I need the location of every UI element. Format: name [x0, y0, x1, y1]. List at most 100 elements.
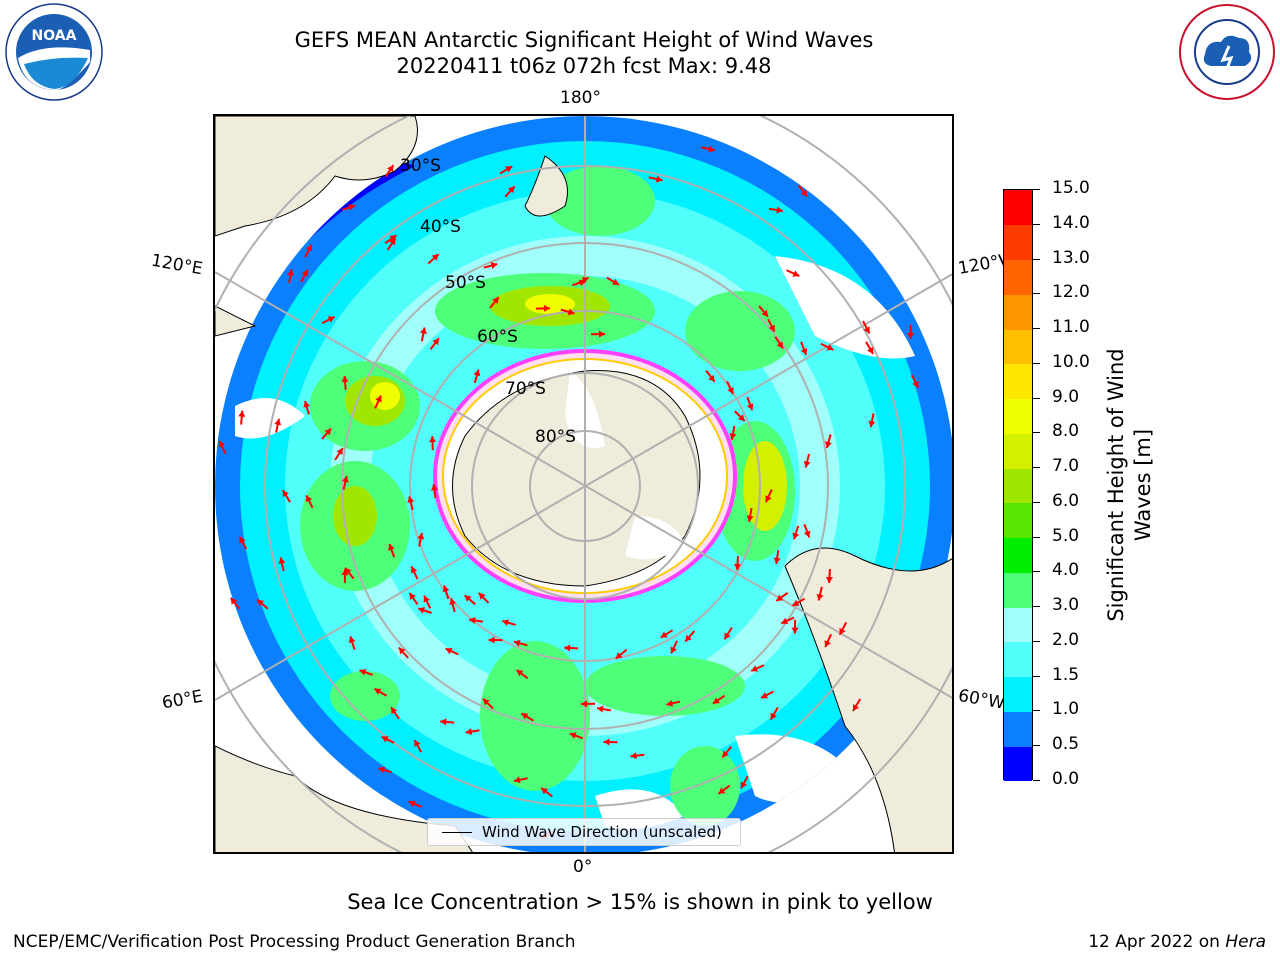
wind-wave-arrowhead: [521, 713, 529, 720]
wind-wave-arrowhead: [578, 279, 586, 287]
wave-height-map: 30°S 40°S 50°S 60°S 70°S 80°S: [215, 116, 952, 852]
wind-wave-arrowhead: [825, 441, 832, 449]
wind-wave-arrowhead: [567, 308, 575, 316]
wind-wave-arrowhead: [792, 532, 800, 540]
wind-wave-arrowhead: [381, 736, 389, 743]
wind-wave-arrowhead: [430, 484, 438, 491]
colorbar-segment: [1004, 572, 1032, 608]
wind-wave-arrowhead: [670, 646, 677, 654]
colorbar-tick-label: 1.0: [1052, 699, 1080, 720]
lon-label-60w: 60°W: [956, 685, 1007, 714]
wind-wave-arrowhead: [776, 594, 784, 601]
wind-wave-arrowhead: [473, 369, 481, 377]
wind-wave-arrowhead: [442, 585, 450, 593]
south-america-land: [784, 547, 952, 852]
wind-wave-arrowhead: [734, 563, 742, 571]
colorbar-tick: [1033, 745, 1040, 747]
wind-wave-arrowhead: [666, 699, 674, 707]
colorbar-tick: [1033, 362, 1040, 364]
wind-wave-arrowhead: [341, 375, 349, 383]
wind-wave-arrowhead: [348, 636, 356, 644]
colorbar: [1003, 189, 1033, 782]
wind-wave-arrowhead: [440, 718, 447, 726]
wind-wave-arrowhead: [564, 644, 571, 652]
new-zealand-land: [524, 155, 568, 217]
wind-wave-arrowhead: [803, 530, 811, 538]
wind-wave-arrowhead: [867, 346, 874, 354]
wind-wave-arrowhead: [630, 752, 637, 760]
lon-label-180: 180°: [560, 88, 601, 108]
footer-date: 12 Apr 2022 on Hera: [1088, 932, 1266, 952]
wind-wave-arrowhead: [781, 617, 789, 625]
colorbar-tick: [1033, 571, 1040, 573]
colorbar-tick-label: 4.0: [1052, 560, 1080, 581]
colorbar-title: Significant Height of Wind Waves [m]: [1103, 325, 1157, 645]
wind-wave-arrowhead: [708, 374, 715, 382]
wind-wave-arrowhead: [513, 776, 521, 784]
wind-wave-arrowhead: [513, 639, 521, 647]
colorbar-tick-label: 12.0: [1052, 282, 1090, 303]
asia-land: [215, 305, 257, 337]
wind-wave-arrowhead: [239, 536, 246, 544]
wind-wave-arrowhead: [863, 326, 870, 334]
wind-wave-arrowhead: [431, 254, 439, 261]
wind-wave-arrowhead: [218, 440, 225, 448]
colorbar-tick: [1033, 501, 1040, 503]
colorbar-tick: [1033, 640, 1040, 642]
wind-wave-arrowhead: [492, 297, 499, 304]
colorbar-tick-label: 14.0: [1052, 212, 1090, 233]
colorbar-segment: [1004, 190, 1032, 226]
wind-wave-arrowhead: [398, 647, 406, 655]
wind-wave-arrowhead: [581, 700, 588, 708]
wind-wave-arrowhead: [417, 532, 425, 540]
wind-wave-arrowhead: [852, 704, 860, 712]
colorbar-tick-label: 8.0: [1052, 421, 1080, 442]
wind-wave-arrowhead: [414, 739, 421, 747]
wind-wave-arrowhead: [287, 269, 294, 276]
wind-wave-arrowhead: [569, 732, 577, 739]
lon-label-120e: 120°E: [149, 250, 205, 280]
colorbar-tick: [1033, 710, 1040, 712]
colorbar-tick: [1033, 432, 1040, 434]
sea-ice-note: Sea Ice Concentration > 15% is shown in …: [347, 890, 933, 914]
wind-wave-arrowhead: [824, 640, 831, 648]
wind-wave-arrowhead: [543, 304, 550, 312]
wind-wave-arrowhead: [597, 705, 604, 713]
wind-wave-arrowhead: [432, 338, 439, 346]
colorbar-tick-label: 10.0: [1052, 351, 1090, 372]
wind-wave-arrowhead: [826, 344, 834, 351]
colorbar-segment: [1004, 329, 1032, 365]
wind-wave-arrowhead: [407, 496, 415, 503]
colorbar-segment: [1004, 433, 1032, 469]
nws-logo: NATIONAL WEATHER SERVICE: [1177, 2, 1277, 102]
wind-wave-arrowhead: [611, 278, 619, 285]
wind-wave-arrowhead: [303, 401, 311, 408]
wind-wave-arrowhead: [391, 707, 398, 715]
colorbar-tick-label: 13.0: [1052, 247, 1090, 268]
colorbar-tick-label: 0.5: [1052, 734, 1080, 755]
colorbar-tick-label: 2.0: [1052, 629, 1080, 650]
wind-wave-arrowhead: [761, 692, 769, 699]
wind-wave-arrowhead: [359, 668, 367, 676]
colorbar-tick: [1033, 223, 1040, 225]
wind-wave-arrowhead: [746, 403, 754, 411]
colorbar-segment: [1004, 398, 1032, 434]
wind-wave-arrowhead: [478, 592, 486, 600]
colorbar-segment: [1004, 363, 1032, 400]
wind-wave-arrowhead: [839, 627, 846, 635]
colorbar-tick-label: 5.0: [1052, 525, 1080, 546]
wind-wave-arrowhead: [336, 448, 343, 456]
map-panel: 30°S 40°S 50°S 60°S 70°S 80°S: [213, 114, 954, 854]
lat-label-70s: 70°S: [505, 379, 546, 399]
colorbar-tick: [1033, 780, 1040, 781]
wind-wave-arrowhead: [907, 332, 915, 339]
colorbar-segment: [1004, 468, 1032, 504]
colorbar-tick: [1033, 189, 1040, 190]
wind-wave-arrowhead: [776, 341, 783, 349]
wind-wave-arrowhead: [746, 515, 754, 522]
wind-wave-arrowhead: [776, 206, 783, 214]
wind-wave-arrowhead: [655, 175, 663, 183]
wind-wave-arrowhead: [603, 738, 610, 746]
colorbar-tick-label: 7.0: [1052, 456, 1080, 477]
wind-wave-arrowhead: [800, 348, 808, 355]
